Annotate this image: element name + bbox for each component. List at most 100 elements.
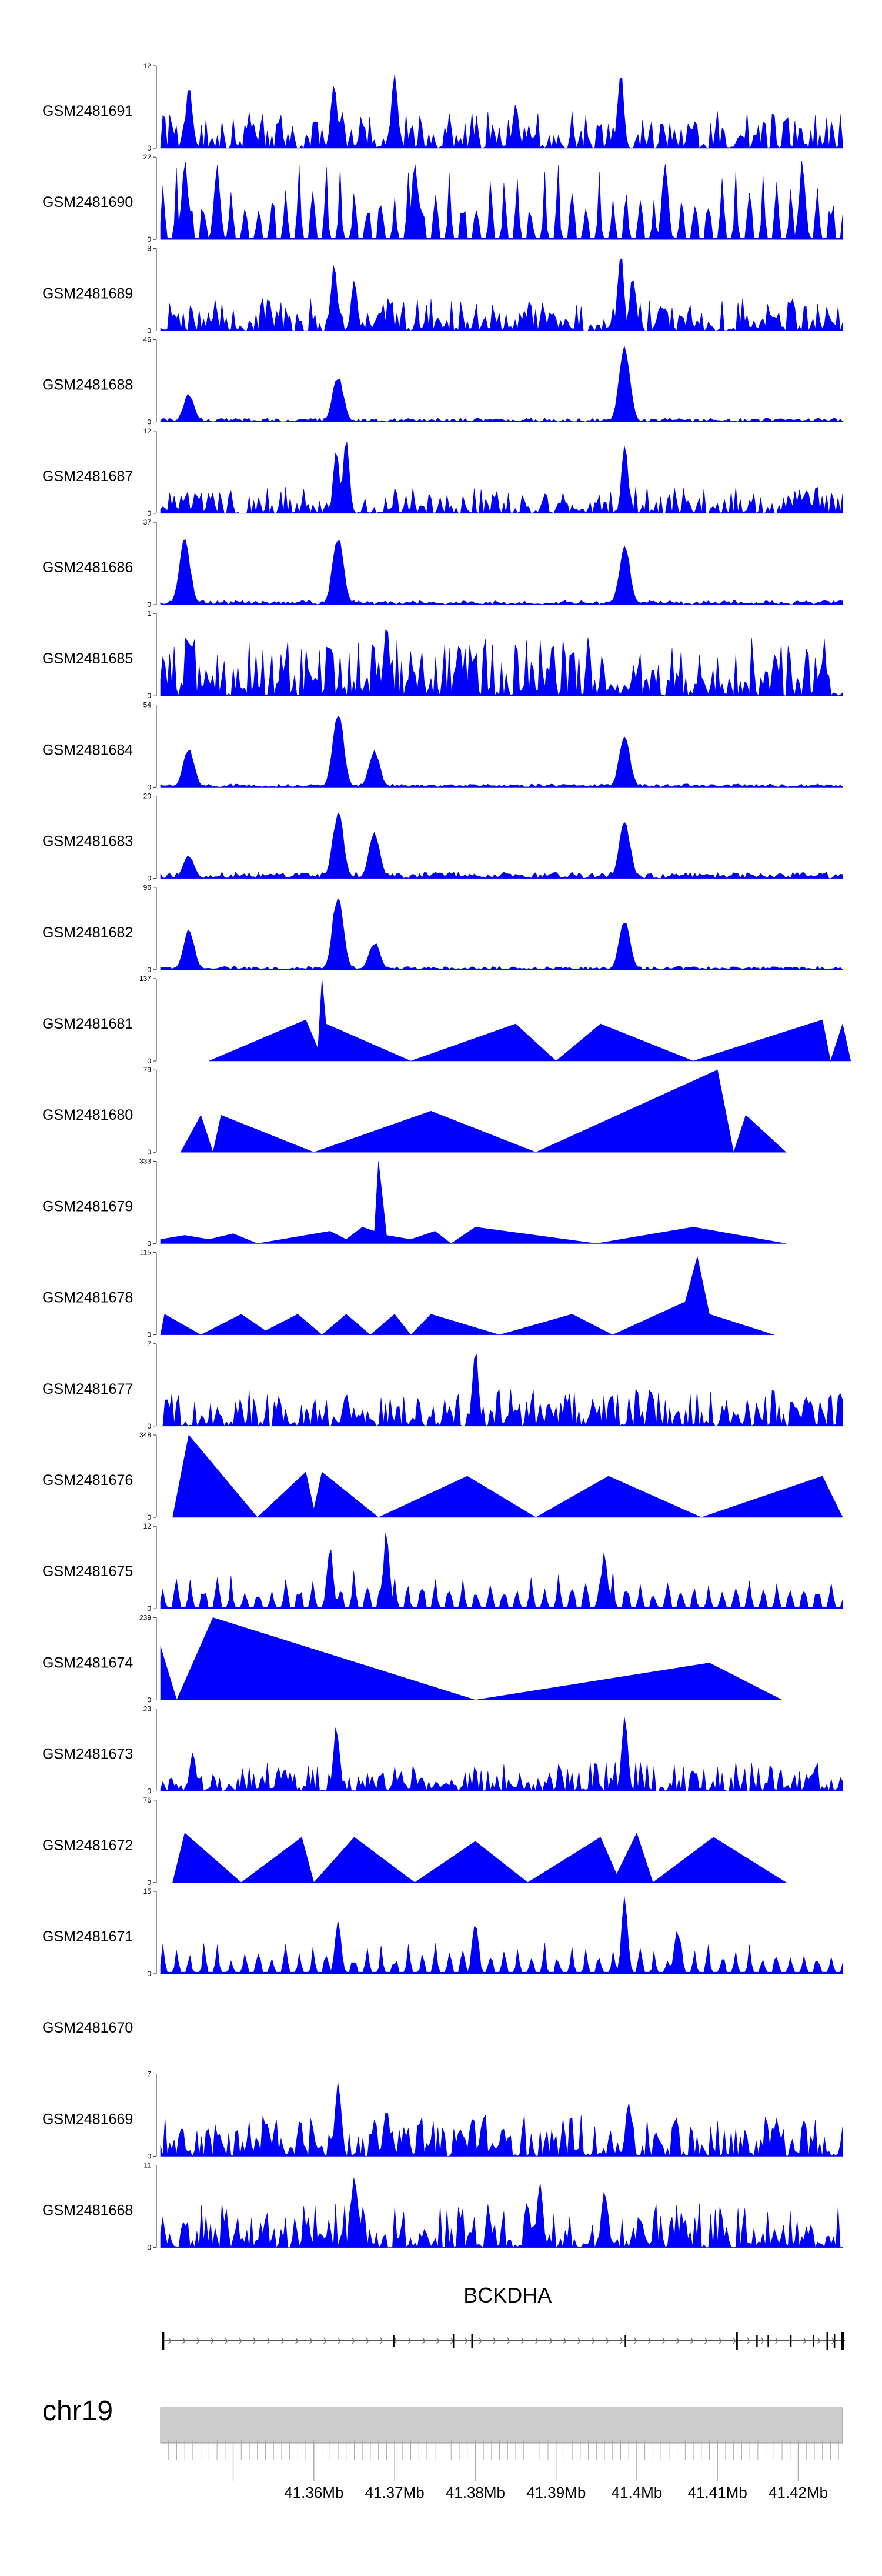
coverage-area: [160, 258, 843, 332]
strand-arrow: [168, 2337, 172, 2344]
coverage-area: [160, 74, 843, 149]
y-max-label: 15: [143, 1887, 152, 1896]
strand-arrow: [309, 2337, 313, 2344]
coverage-area: [160, 2177, 843, 2248]
gene-exon: [452, 2334, 455, 2348]
track-gsm2481685: GSM2481685 1 0: [42, 609, 843, 700]
coverage-area: [160, 1716, 843, 1792]
track-label: GSM2481679: [42, 1198, 133, 1214]
y-zero-label: 0: [147, 1696, 151, 1704]
y-max-label: 46: [143, 336, 152, 344]
strand-arrow: [493, 2337, 496, 2344]
track-gsm2481691: GSM2481691 12 0: [42, 62, 843, 152]
track-label: GSM2481682: [42, 925, 133, 941]
strand-arrow: [606, 2337, 609, 2344]
coverage-area: [160, 345, 843, 423]
track-label: GSM2481689: [42, 285, 133, 302]
track-gsm2481683: GSM2481683 20 0: [42, 792, 843, 883]
track-label: GSM2481688: [42, 377, 133, 393]
strand-arrow: [196, 2337, 200, 2344]
track-label: GSM2481680: [42, 1107, 133, 1123]
y-max-label: 11: [144, 2161, 152, 2170]
track-label: GSM2481681: [42, 1016, 133, 1032]
track-gsm2481671: GSM2481671 15 0: [42, 1887, 843, 1978]
y-zero-label: 0: [147, 1331, 151, 1339]
y-max-label: 333: [139, 1157, 151, 1165]
track-label: GSM2481674: [42, 1654, 133, 1671]
track-label: GSM2481684: [42, 742, 133, 758]
strand-arrow: [422, 2337, 426, 2344]
coverage-area: [160, 1354, 843, 1427]
track-gsm2481669: GSM2481669 7 0: [42, 2070, 843, 2160]
coverage-area: [160, 629, 843, 697]
strand-arrow: [338, 2337, 341, 2344]
y-zero-label: 0: [147, 235, 151, 243]
strand-arrow: [253, 2337, 256, 2344]
gene-track: BCKDHA: [162, 2283, 846, 2350]
chromosome-ideogram: [160, 2407, 843, 2444]
coverage-area: [160, 897, 843, 970]
axis-tick-label: 41.37Mb: [365, 2484, 425, 2501]
coverage-area: [180, 1069, 787, 1153]
axis-tick-label: 41.41Mb: [688, 2484, 747, 2501]
strand-arrow: [535, 2337, 539, 2344]
strand-arrow: [436, 2337, 440, 2344]
y-max-label: 239: [139, 1613, 151, 1621]
strand-arrow: [380, 2337, 383, 2344]
track-label: GSM2481673: [42, 1746, 133, 1763]
y-max-label: 54: [143, 700, 152, 709]
track-gsm2481682: GSM2481682 96 0: [42, 883, 843, 974]
gene-exon: [767, 2335, 769, 2347]
track-label: GSM2481672: [42, 1837, 133, 1854]
gene-exon: [790, 2335, 792, 2347]
strand-arrow: [676, 2337, 680, 2344]
track-gsm2481677: GSM2481677 7 0: [42, 1340, 843, 1430]
axis-tick-label: 41.38Mb: [446, 2484, 505, 2501]
coverage-area: [160, 812, 843, 879]
track-label: GSM2481687: [42, 468, 133, 485]
y-max-label: 37: [143, 518, 152, 526]
strand-arrow: [366, 2337, 369, 2344]
track-label: GSM2481676: [42, 1472, 133, 1489]
track-gsm2481688: GSM2481688 46 0: [42, 336, 843, 426]
strand-arrow: [563, 2337, 567, 2344]
coverage-area: [160, 442, 843, 514]
y-max-label: 12: [143, 1522, 152, 1530]
gene-exon: [833, 2334, 836, 2348]
strand-arrow: [577, 2337, 581, 2344]
track-label: GSM2481683: [42, 833, 133, 850]
gene-exon: [736, 2332, 738, 2350]
strand-arrow: [479, 2337, 482, 2344]
strand-arrow: [225, 2337, 228, 2344]
y-max-label: 76: [143, 1796, 152, 1804]
y-zero-label: 0: [147, 2152, 151, 2160]
track-gsm2481668: GSM2481668 11 0: [42, 2161, 843, 2252]
gene-exon: [471, 2334, 473, 2348]
y-zero-label: 0: [147, 144, 151, 152]
chromosome-label: chr19: [42, 2395, 113, 2427]
strand-arrow: [747, 2337, 750, 2344]
track-gsm2481675: GSM2481675 12 0: [42, 1522, 843, 1613]
strand-arrow: [323, 2337, 327, 2344]
coverage-area: [160, 1161, 786, 1244]
axis-tick-label: 41.36Mb: [284, 2484, 343, 2501]
y-zero-label: 0: [147, 1239, 151, 1247]
coverage-area: [160, 1617, 783, 1701]
y-zero-label: 0: [147, 418, 151, 426]
strand-arrow: [521, 2337, 524, 2344]
gene-exon: [841, 2332, 844, 2350]
gene-model: [162, 2332, 846, 2350]
axis-ticks: 41.36Mb 41.37Mb 41.38Mb 41.39Mb 41.4Mb 41.41M…: [168, 2440, 839, 2501]
track-gsm2481679: GSM2481679 333 0: [42, 1157, 786, 1247]
track-gsm2481676: GSM2481676 348 0: [42, 1431, 843, 1521]
y-max-label: 20: [143, 792, 152, 800]
y-max-label: 96: [143, 883, 152, 892]
strand-arrow: [733, 2337, 736, 2344]
y-zero-label: 0: [147, 875, 151, 883]
gene-exon: [624, 2335, 626, 2347]
strand-arrow: [408, 2337, 412, 2344]
strand-arrow: [662, 2337, 666, 2344]
data-tracks: GSM2481691120GSM2481690220GSM248168980GS…: [42, 62, 851, 2252]
strand-arrow: [704, 2337, 708, 2344]
coverage-area: [209, 978, 851, 1062]
